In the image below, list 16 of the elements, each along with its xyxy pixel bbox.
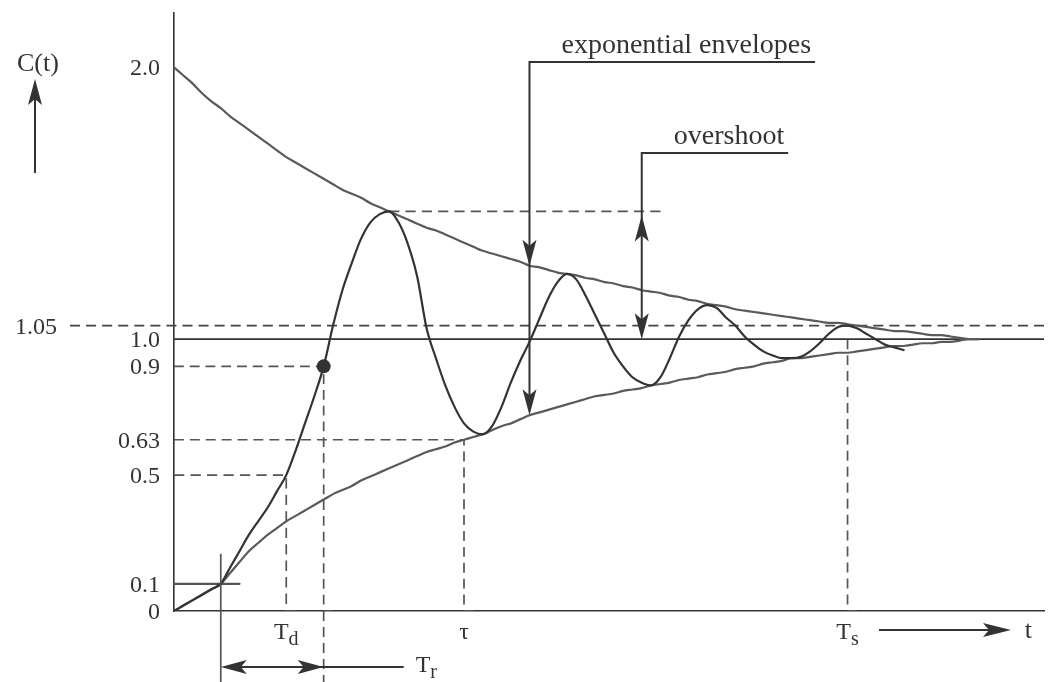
annotation: overshoot — [673, 119, 785, 150]
y-tick-label: 0.63 — [118, 426, 160, 453]
x-tick-label: T$_{d}$ — [273, 618, 299, 650]
x-tick-label: τ — [459, 618, 469, 644]
text: T$_{r}$ — [415, 651, 438, 682]
annotation: exponential envelopes — [561, 28, 812, 59]
y-axis-title: C(t) — [17, 48, 59, 77]
x-axis-title: t — [1024, 615, 1032, 644]
y-tick-label: 0.5 — [130, 462, 160, 489]
ref-line-label: 1.05 — [15, 312, 57, 339]
y-tick-label: 0.1 — [130, 570, 160, 597]
y-tick-label: 0 — [148, 598, 160, 624]
y-tick-label: 1.0 — [130, 326, 160, 353]
y-tick-label: 2.0 — [130, 54, 160, 81]
y-tick-label: 0.9 — [130, 353, 160, 380]
x-tick-label: T$_{s}$ — [836, 618, 859, 650]
